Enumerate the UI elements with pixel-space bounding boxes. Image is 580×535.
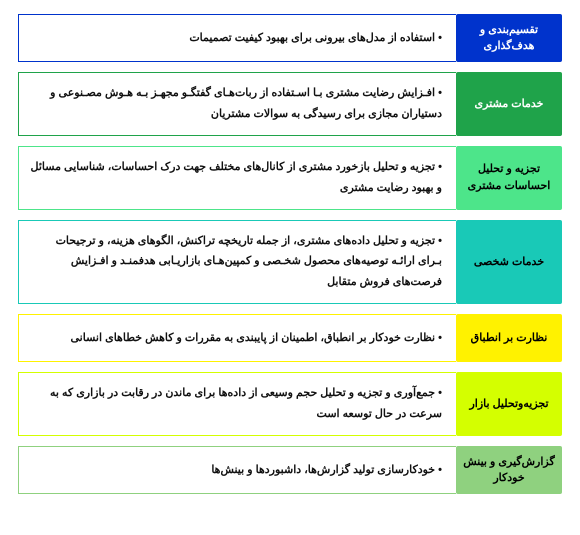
category-label: خدمات مشتری: [456, 72, 562, 136]
category-description: • تجزیه و تحلیل بازخورد مشتری از کانال‌ه…: [18, 146, 456, 210]
category-row: نظارت بر انطباق• نظارت خودکار بر انطباق،…: [18, 314, 562, 362]
category-row: تقسیم‌بندی و هدف‌گذاری• استفاده از مدل‌ه…: [18, 14, 562, 62]
category-table: تقسیم‌بندی و هدف‌گذاری• استفاده از مدل‌ه…: [18, 14, 562, 494]
category-description: • جمع‌آوری و تجزیه و تحلیل حجم وسیعی از …: [18, 372, 456, 436]
category-description: • استفاده از مدل‌های بیرونی برای بهبود ک…: [18, 14, 456, 62]
category-label: تقسیم‌بندی و هدف‌گذاری: [456, 14, 562, 62]
category-label: نظارت بر انطباق: [456, 314, 562, 362]
category-description: • افـزایش رضایت مشتری بـا اسـتفاده از رب…: [18, 72, 456, 136]
category-row: گزارش‌گیری و بینش خودکار• خودکارسازی تول…: [18, 446, 562, 494]
category-description: • نظارت خودکار بر انطباق، اطمینان از پای…: [18, 314, 456, 362]
category-label: تجزیه‌وتحلیل بازار: [456, 372, 562, 436]
category-label: خدمات شخصی: [456, 220, 562, 305]
category-row: تجزیه‌وتحلیل بازار• جمع‌آوری و تجزیه و ت…: [18, 372, 562, 436]
category-row: تجزیه و تحلیل احساسات مشتری• تجزیه و تحل…: [18, 146, 562, 210]
category-row: خدمات مشتری• افـزایش رضایت مشتری بـا اسـ…: [18, 72, 562, 136]
category-description: • تجزیه و تحلیل داده‌های مشتری، از جمله …: [18, 220, 456, 305]
category-label: گزارش‌گیری و بینش خودکار: [456, 446, 562, 494]
category-description: • خودکارسازی تولید گزارش‌ها، داشبوردها و…: [18, 446, 456, 494]
category-row: خدمات شخصی• تجزیه و تحلیل داده‌های مشتری…: [18, 220, 562, 305]
category-label: تجزیه و تحلیل احساسات مشتری: [456, 146, 562, 210]
